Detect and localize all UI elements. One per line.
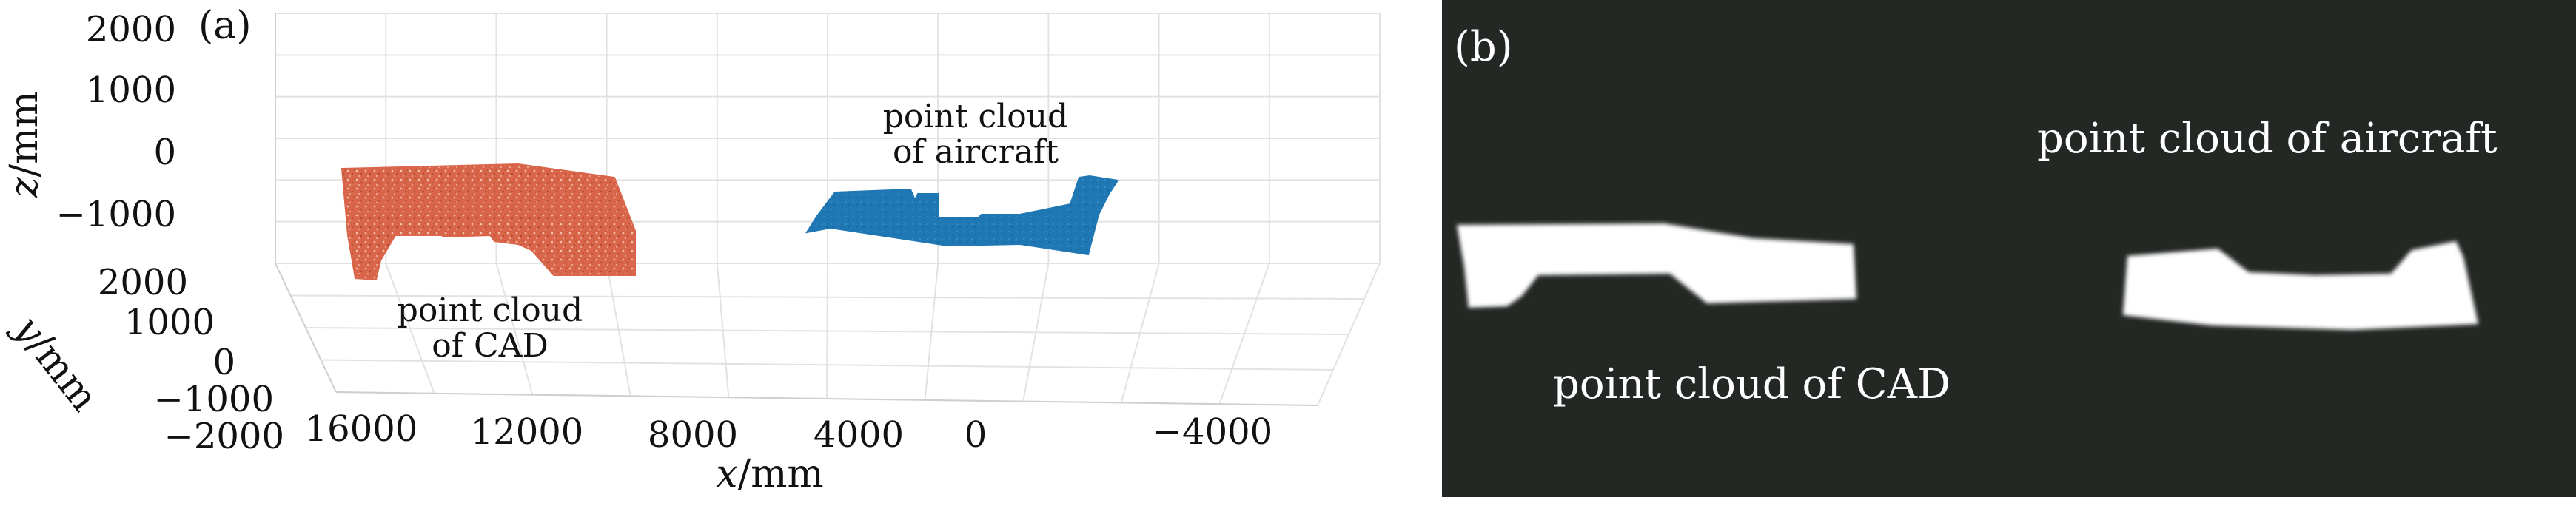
aircraft-label-line-1: point cloud bbox=[883, 98, 1068, 135]
panel-a: 16000 12000 8000 4000 0 −4000 2000 1000 0 −1000−… bbox=[2, 4, 1381, 496]
x-tick-label: 12000 bbox=[471, 411, 584, 453]
x-tick-label: −4000 bbox=[1153, 411, 1272, 453]
cad-label: point cloud of CAD bbox=[1553, 360, 1951, 408]
x-tick-label: 16000 bbox=[305, 408, 418, 450]
grid-line bbox=[290, 294, 1365, 300]
grid-line bbox=[321, 359, 1334, 371]
cad-point-cloud bbox=[341, 163, 636, 281]
x-tick-label: 8000 bbox=[648, 414, 738, 456]
grid-line bbox=[305, 327, 1349, 335]
x-axis-line bbox=[335, 391, 1318, 406]
x-tick-label: 4000 bbox=[814, 414, 904, 456]
y-axis-label: y/mm bbox=[4, 306, 107, 419]
x-tick-label: 0 bbox=[965, 414, 987, 456]
cad-label-line-1: point cloud bbox=[398, 291, 583, 329]
z-tick-label: 1000 bbox=[86, 70, 176, 111]
y-tick-label: 1000 bbox=[124, 302, 215, 343]
aircraft-point-cloud bbox=[805, 175, 1119, 256]
panel-b-image: (b) point cloud of CAD point cloud of ai… bbox=[1442, 0, 2576, 497]
aircraft-label: point cloud of aircraft bbox=[2037, 115, 2498, 163]
y-axis-line bbox=[275, 263, 337, 393]
panel-a-3d-scatter: 16000 12000 8000 4000 0 −4000 200010000−1000−… bbox=[2, 4, 1381, 496]
panel-label-a: (a) bbox=[198, 4, 252, 48]
z-axis-label: z/mm bbox=[2, 91, 47, 198]
aircraft-silhouette bbox=[2123, 241, 2478, 330]
panel-b: (b) point cloud of CAD point cloud of ai… bbox=[1442, 0, 2576, 497]
aircraft-label-line-2: of aircraft bbox=[893, 133, 1059, 171]
z-tick-label: −1000 bbox=[56, 194, 176, 235]
y-tick-label: 0 bbox=[212, 342, 235, 383]
cad-label-line-2: of CAD bbox=[432, 327, 548, 365]
y-tick-label: −2000 bbox=[164, 416, 284, 457]
panel-label-b: (b) bbox=[1454, 23, 1513, 71]
x-axis-label: x/mm bbox=[716, 452, 823, 496]
z-tick-label: 0 bbox=[153, 132, 176, 173]
y-tick-label: −1000 bbox=[154, 379, 274, 420]
axis-frame bbox=[275, 13, 1318, 406]
z-tick-label: 2000 bbox=[86, 9, 176, 50]
y-tick-label: 2000 bbox=[98, 262, 188, 303]
cad-silhouette bbox=[1457, 223, 1856, 308]
